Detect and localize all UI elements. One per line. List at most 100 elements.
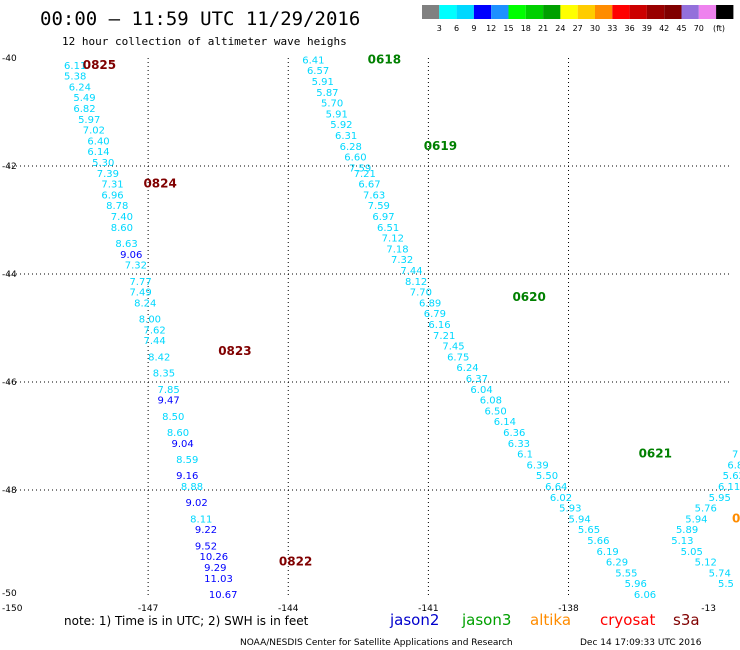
legend-label: 3 bbox=[437, 24, 442, 33]
wave-height-value: 6.04 bbox=[470, 385, 492, 396]
wave-height-value: 6.64 bbox=[545, 482, 567, 493]
legend-swatch bbox=[716, 5, 734, 19]
legend-label: 45 bbox=[676, 24, 686, 33]
legend-swatch bbox=[595, 5, 613, 19]
pass-time-labels: 0825 0824 0823 0822 0618 0619 0620 0621 0 bbox=[83, 52, 740, 568]
pass-time-label: 0620 bbox=[512, 290, 545, 304]
wave-height-value: 5.96 bbox=[625, 579, 647, 590]
satellite-tracks: 6.115.386.245.496.825.977.026.406.145.30… bbox=[64, 55, 740, 601]
pass-time-label: 0619 bbox=[424, 139, 457, 153]
wave-height-value: 6.16 bbox=[428, 320, 450, 331]
wave-height-value: 7.40 bbox=[111, 212, 133, 223]
wave-height-value: 5.05 bbox=[681, 547, 703, 558]
wave-height-value: 6.75 bbox=[447, 352, 469, 363]
wave-height-value: 7.62 bbox=[143, 325, 165, 336]
legend-swatch bbox=[543, 5, 561, 19]
x-tick-label: -141 bbox=[418, 604, 438, 614]
legend-unit: (ft) bbox=[713, 24, 725, 33]
x-tick-label: -150 bbox=[2, 604, 23, 614]
legend-swatch bbox=[577, 5, 595, 19]
wave-height-value: 6.89 bbox=[419, 298, 441, 309]
y-tick-label: -40 bbox=[2, 54, 17, 64]
wave-height-value: 6.8 bbox=[727, 460, 740, 471]
wave-height-value: 6.28 bbox=[340, 142, 362, 153]
legend-label: 36 bbox=[625, 24, 635, 33]
wave-height-value: 7.77 bbox=[129, 277, 151, 288]
wave-height-value: 6.31 bbox=[335, 131, 357, 142]
wave-height-value: 8.60 bbox=[111, 223, 133, 234]
wave-height-value: 5.87 bbox=[316, 88, 338, 99]
wave-height-value: 6.1 bbox=[517, 450, 533, 461]
wave-height-value: 8.88 bbox=[181, 482, 203, 493]
y-tick-label: -46 bbox=[2, 378, 17, 388]
legend-swatch bbox=[508, 5, 526, 19]
legend-label: 27 bbox=[573, 24, 583, 33]
legend-label: 33 bbox=[607, 24, 617, 33]
wave-height-value: 5.66 bbox=[587, 536, 609, 547]
wave-height-value: 5.62 bbox=[723, 471, 740, 482]
satellite-name: jason2 bbox=[389, 611, 439, 629]
legend-label: 6 bbox=[454, 24, 459, 33]
wave-height-value: 7.32 bbox=[391, 255, 413, 266]
wave-height-value: 6.37 bbox=[466, 374, 488, 385]
wave-height-value: 9.16 bbox=[176, 471, 198, 482]
pass-time-label: 0824 bbox=[143, 177, 176, 191]
pass-time-label: 0822 bbox=[279, 555, 312, 569]
wave-height-value: 11.03 bbox=[204, 574, 233, 585]
wave-height-value: 9.06 bbox=[120, 250, 142, 261]
legend-swatch bbox=[456, 5, 474, 19]
wave-height-value: 6.33 bbox=[508, 439, 530, 450]
pass-time-label: 0621 bbox=[639, 447, 672, 461]
wave-height-value: 7.70 bbox=[410, 288, 432, 299]
legend-swatch bbox=[422, 5, 440, 19]
x-tick-label: -138 bbox=[558, 604, 579, 614]
legend-swatch bbox=[698, 5, 717, 19]
x-tick-label: -13 bbox=[701, 604, 716, 614]
wave-height-value: 8.42 bbox=[148, 352, 170, 363]
legend-label: 18 bbox=[521, 24, 531, 33]
wave-height-value: 7 bbox=[732, 450, 738, 461]
legend-label: 42 bbox=[659, 24, 669, 33]
wave-height-value: 5.49 bbox=[73, 93, 95, 104]
wave-height-value: 5.30 bbox=[92, 158, 114, 169]
wave-height-value: 9.47 bbox=[157, 396, 179, 407]
wave-height-value: 7.63 bbox=[363, 190, 385, 201]
y-tick-label: -48 bbox=[2, 486, 17, 496]
axis-ticks: -150 -147 -144 -141 -138 -13 -40 -42 -44 -46 -48 -5… bbox=[2, 54, 716, 614]
wave-height-value: 6.14 bbox=[87, 147, 109, 158]
legend-label: 39 bbox=[642, 24, 652, 33]
wave-height-value: 5.91 bbox=[312, 77, 334, 88]
wave-height-value: 8.63 bbox=[115, 239, 137, 250]
satellite-name: cryosat bbox=[600, 611, 655, 629]
wave-height-value: 6.08 bbox=[480, 396, 502, 407]
satellite-legend: jason2 jason3 altika cryosat s3a bbox=[389, 611, 700, 629]
legend-swatch bbox=[491, 5, 509, 19]
wave-height-value: 8.12 bbox=[405, 277, 427, 288]
wave-height-value: 8.78 bbox=[106, 201, 128, 212]
wave-height-value: 9.52 bbox=[195, 541, 217, 552]
wave-height-value: 6.57 bbox=[307, 66, 329, 77]
wave-height-value: 8.35 bbox=[153, 369, 175, 380]
x-tick-label: -147 bbox=[138, 604, 158, 614]
wave-height-value: 6.24 bbox=[456, 363, 478, 374]
wave-height-value: 7.39 bbox=[97, 169, 119, 180]
legend-swatch bbox=[473, 5, 492, 19]
satellite-name: jason3 bbox=[461, 611, 511, 629]
wave-height-value: 6.97 bbox=[372, 212, 394, 223]
pass-time-label: 0 bbox=[732, 511, 740, 525]
chart-subtitle: 12 hour collection of altimeter wave hei… bbox=[62, 35, 347, 48]
wave-height-value: 5.13 bbox=[671, 536, 693, 547]
legend-label: 70 bbox=[694, 24, 704, 33]
wave-height-value: 5.70 bbox=[321, 99, 343, 110]
wave-height-value: 7.44 bbox=[400, 266, 422, 277]
wave-height-value: 5.93 bbox=[559, 504, 581, 515]
wave-height-value: 6.51 bbox=[377, 223, 399, 234]
wave-height-value: 9.02 bbox=[185, 498, 207, 509]
wave-height-value: 7.18 bbox=[386, 244, 408, 255]
y-tick-label: -44 bbox=[2, 270, 17, 280]
legend-label: 30 bbox=[590, 24, 600, 33]
wave-height-value: 8.24 bbox=[134, 298, 156, 309]
map-grid bbox=[8, 58, 732, 598]
wave-height-value: 10.67 bbox=[209, 590, 238, 601]
legend-swatch bbox=[681, 5, 699, 19]
